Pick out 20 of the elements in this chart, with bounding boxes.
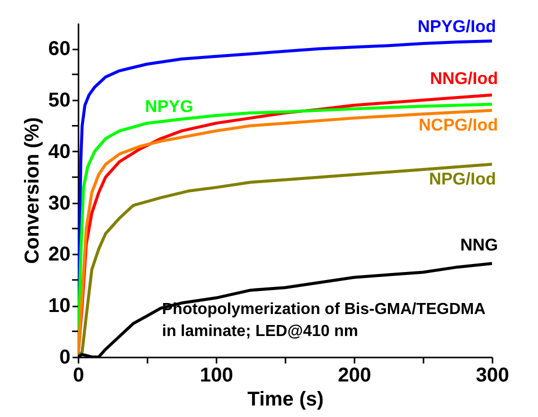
y-tick-label: 20 (48, 244, 70, 266)
series-label: NNG/Iod (430, 68, 498, 88)
series-label: NPG/Iod (428, 169, 496, 188)
y-tick-label: 40 (48, 140, 70, 163)
y-tick-label: 60 (48, 38, 70, 60)
x-tick-label: 200 (338, 364, 372, 386)
series-label: NPYG/Iod (418, 16, 496, 36)
y-tick-label: 0 (59, 346, 70, 368)
series-label: NCPG/Iod (418, 115, 498, 134)
y-tick-label: 50 (48, 90, 70, 112)
series-label: NNG (460, 235, 498, 254)
annotation: Photopolymerization of Bis-GMA/TEGDMA in laminate; LED@410 nm (162, 301, 486, 340)
x-tick-label: 100 (200, 364, 234, 386)
x-axis-title: Time (s) (247, 388, 324, 410)
x-tick-label: 300 (476, 364, 510, 386)
y-tick-label: 30 (48, 192, 70, 214)
series-label: NPYG (145, 97, 194, 116)
x-tick-label: 0 (72, 364, 84, 386)
y-tick-label: 10 (48, 295, 70, 318)
y-axis-title: Conversion (%) (21, 117, 44, 264)
